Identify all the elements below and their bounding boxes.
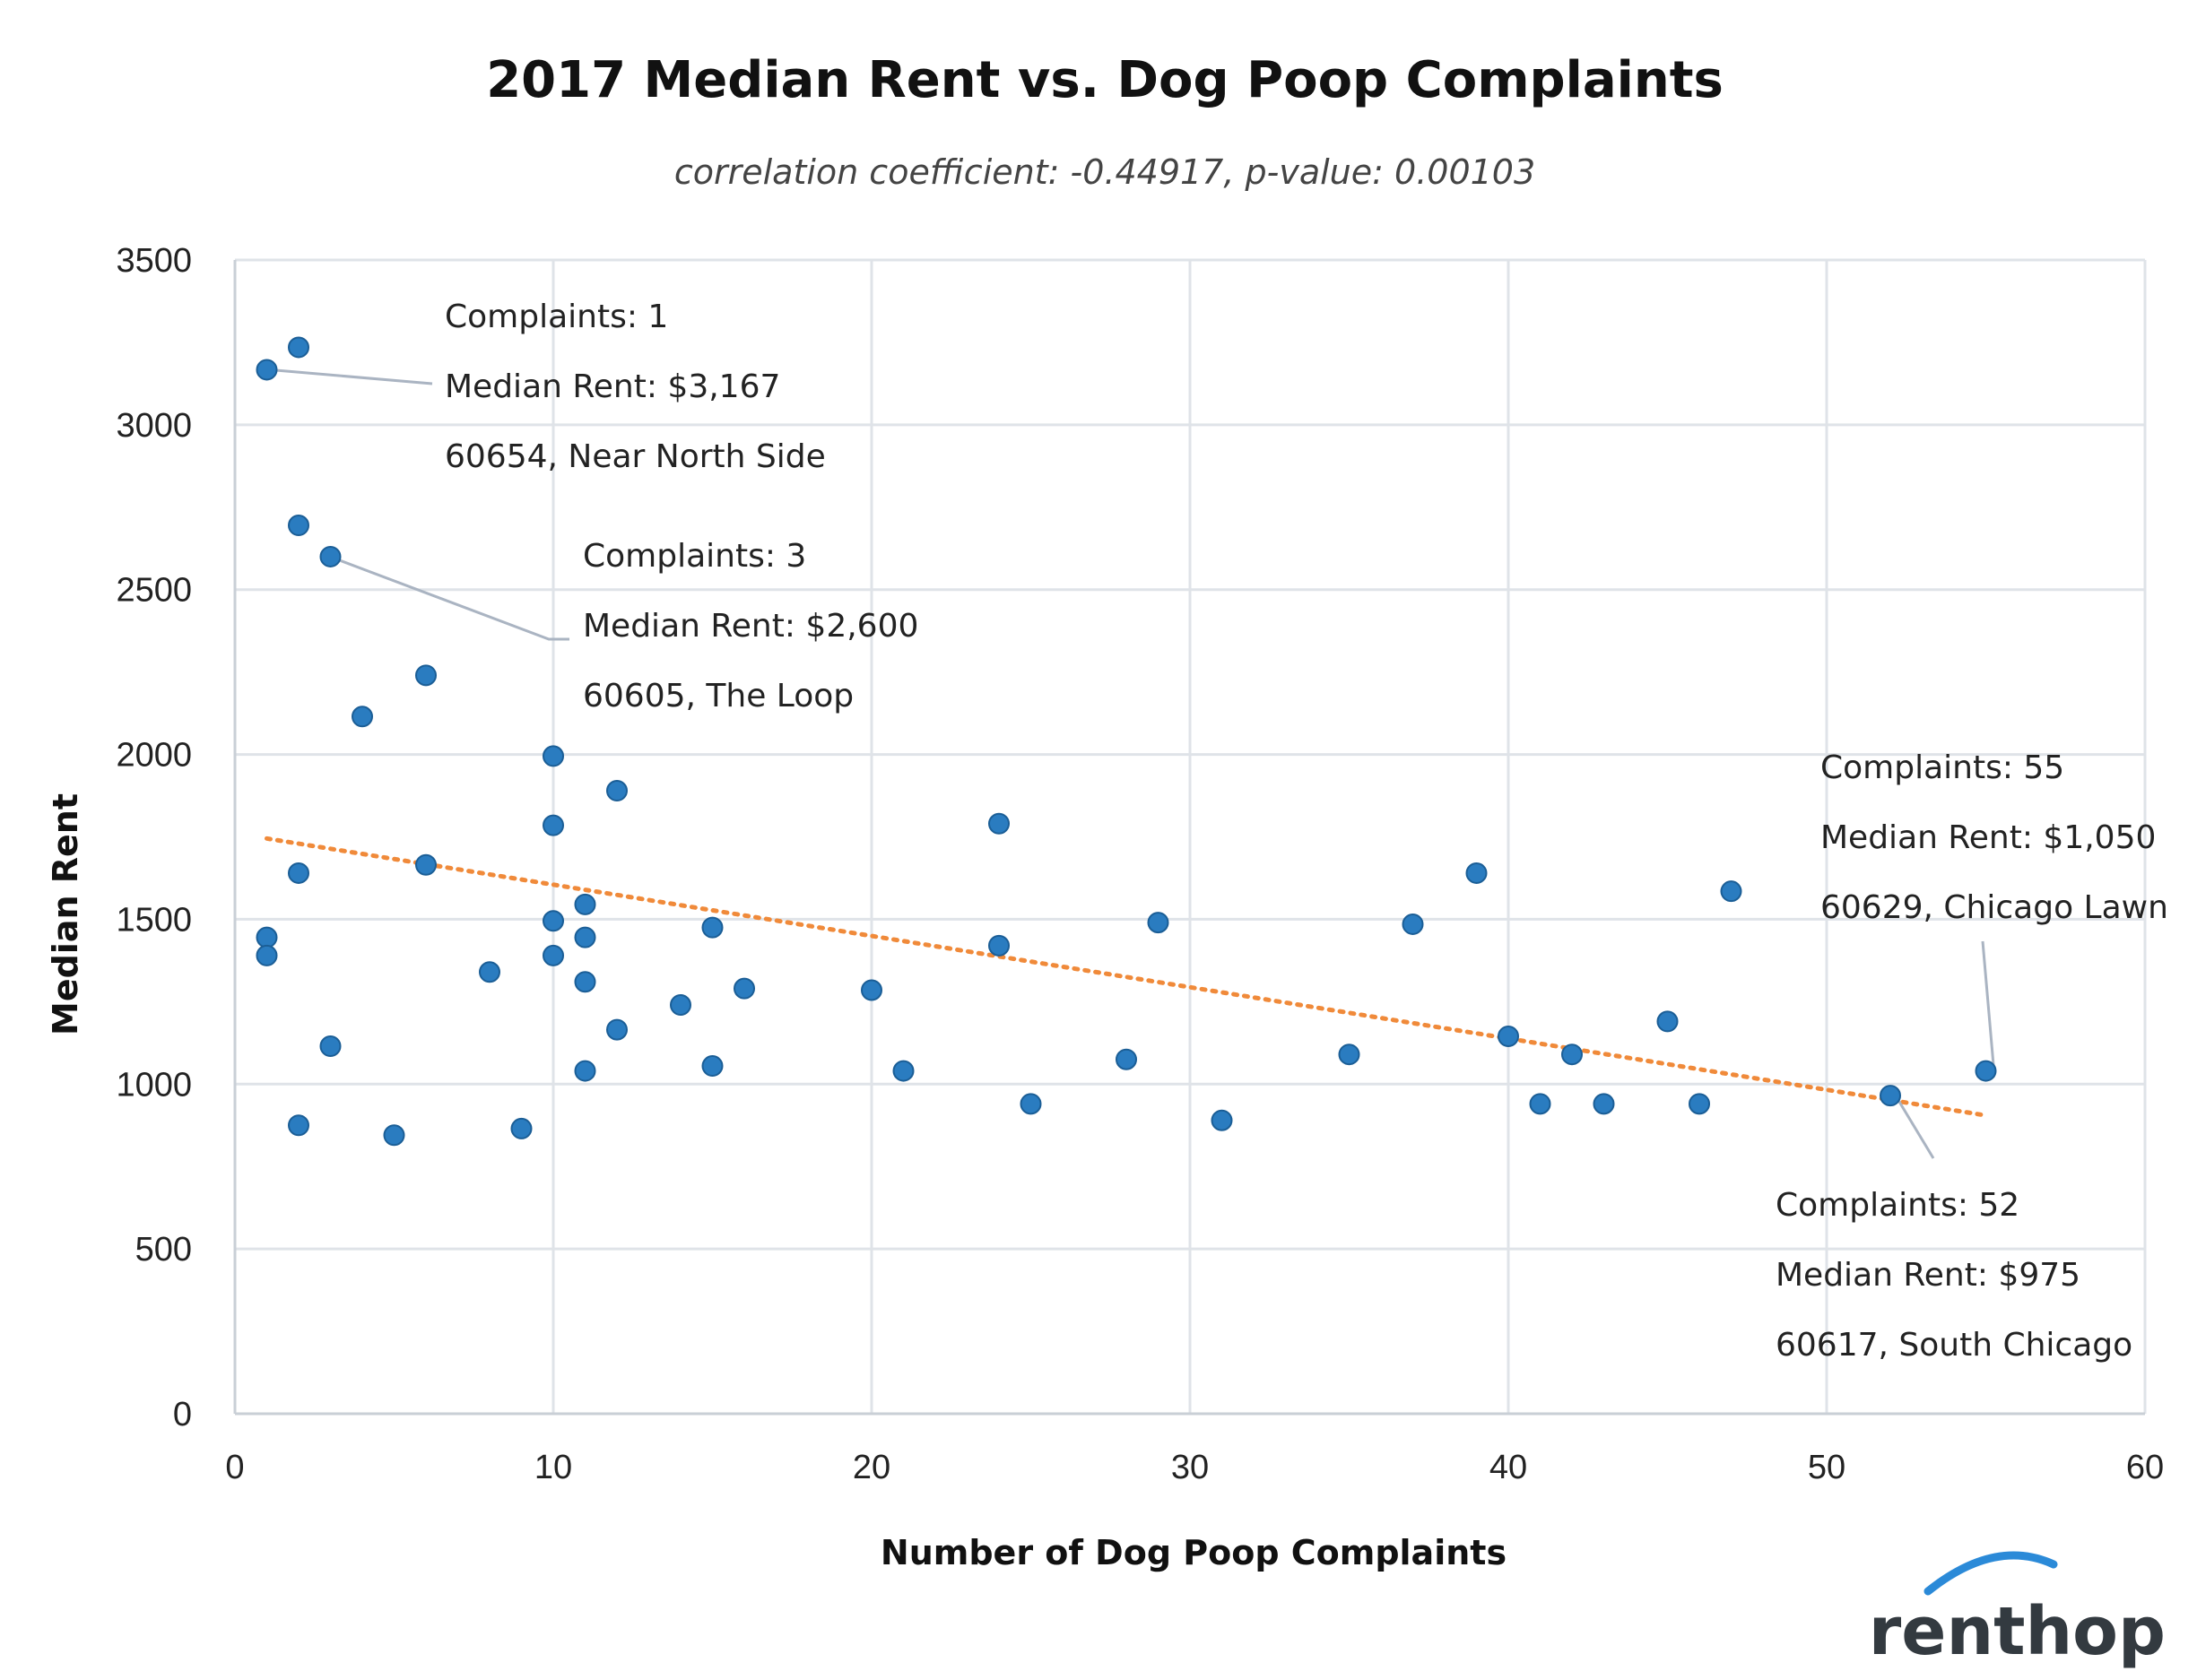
data-point bbox=[479, 961, 500, 983]
data-point bbox=[701, 1055, 724, 1078]
axes bbox=[233, 260, 2145, 1416]
data-point bbox=[543, 745, 564, 767]
data-point bbox=[352, 706, 373, 728]
x-tick-label: 60 bbox=[2126, 1449, 2164, 1486]
data-point bbox=[1211, 1109, 1233, 1131]
data-point bbox=[1338, 1044, 1360, 1066]
data-point bbox=[1465, 862, 1488, 884]
chart-title: 2017 Median Rent vs. Dog Poop Complaints bbox=[486, 51, 1724, 109]
annotation-text: 60629, Chicago Lawn bbox=[1820, 889, 2168, 926]
data-point bbox=[606, 780, 628, 802]
annotation-text: Median Rent: $975 bbox=[1776, 1257, 2080, 1294]
data-point bbox=[670, 994, 691, 1017]
annotation-text: 60617, South Chicago bbox=[1776, 1327, 2132, 1364]
y-tick-label: 0 bbox=[173, 1396, 192, 1433]
annotation-leader-line bbox=[1981, 940, 1995, 1066]
annotation-text: Complaints: 3 bbox=[583, 538, 806, 575]
x-tick-label: 0 bbox=[225, 1449, 244, 1486]
annotations: Complaints: 1 Median Rent: $3,167 60654, N… bbox=[445, 299, 2168, 1364]
trendline-group bbox=[265, 836, 1988, 1118]
data-point bbox=[288, 336, 309, 359]
x-tick-label: 20 bbox=[853, 1449, 890, 1486]
y-tick-label: 3000 bbox=[116, 407, 192, 445]
data-point bbox=[288, 515, 309, 537]
logo-arc-icon bbox=[1923, 1551, 2058, 1596]
annotation-text: Complaints: 52 bbox=[1776, 1187, 2019, 1224]
data-point bbox=[574, 926, 596, 948]
data-point bbox=[1147, 912, 1169, 934]
data-point bbox=[510, 1117, 533, 1139]
data-point bbox=[606, 1018, 628, 1041]
data-point bbox=[1402, 913, 1424, 935]
chart-subtitle: correlation coefficient: -0.44917, p-val… bbox=[674, 152, 1535, 192]
x-tick-label: 10 bbox=[534, 1449, 572, 1486]
data-point bbox=[288, 862, 309, 884]
y-tick-label: 2000 bbox=[116, 737, 192, 775]
data-point bbox=[1020, 1093, 1042, 1115]
data-point bbox=[988, 812, 1010, 835]
x-tick-label: 40 bbox=[1489, 1449, 1527, 1486]
data-point bbox=[1975, 1060, 1997, 1082]
data-point bbox=[701, 916, 724, 939]
y-axis-label: Median Rent bbox=[46, 793, 85, 1035]
data-point bbox=[861, 979, 882, 1001]
data-point bbox=[1116, 1048, 1137, 1070]
y-tick-label: 1000 bbox=[116, 1066, 192, 1104]
annotation-text: Median Rent: $3,167 bbox=[445, 368, 780, 405]
data-point bbox=[543, 944, 564, 966]
annotation-leader-line bbox=[265, 368, 433, 385]
data-point bbox=[574, 1060, 596, 1082]
data-point bbox=[988, 934, 1010, 957]
data-point bbox=[256, 944, 278, 966]
data-point bbox=[383, 1124, 405, 1147]
data-point bbox=[543, 814, 564, 836]
y-tick-label: 2500 bbox=[116, 572, 192, 610]
data-point bbox=[1561, 1044, 1583, 1066]
data-point bbox=[256, 926, 278, 948]
annotation-text: Complaints: 55 bbox=[1820, 749, 2064, 786]
y-tick-label: 3500 bbox=[116, 242, 192, 280]
x-tick-label: 30 bbox=[1171, 1449, 1209, 1486]
data-point bbox=[415, 664, 437, 687]
data-point bbox=[1498, 1025, 1519, 1047]
trendline bbox=[265, 836, 1988, 1118]
data-point bbox=[1720, 880, 1742, 903]
x-axis-label: Number of Dog Poop Complaints bbox=[881, 1533, 1507, 1572]
data-points bbox=[256, 336, 1997, 1147]
annotation-text: 60654, Near North Side bbox=[445, 438, 826, 475]
y-tick-label: 1500 bbox=[116, 901, 192, 939]
data-point bbox=[288, 1114, 309, 1137]
logo-text: renthop bbox=[1869, 1593, 2166, 1670]
annotation-text: Median Rent: $1,050 bbox=[1820, 819, 2156, 856]
annotation-leader-line bbox=[329, 555, 569, 641]
tick-labels: 0 10 20 30 40 50 60 0 500 1000 1500 2000 2500 3000 350… bbox=[116, 242, 2164, 1486]
x-tick-label: 50 bbox=[1808, 1449, 1845, 1486]
annotation-text: 60605, The Loop bbox=[583, 678, 854, 714]
renthop-logo: renthop bbox=[1869, 1551, 2166, 1670]
data-point bbox=[319, 545, 342, 567]
annotation-leader-line bbox=[1892, 1092, 1935, 1159]
annotation-text: Median Rent: $2,600 bbox=[583, 608, 918, 645]
data-point bbox=[734, 977, 755, 1000]
data-point bbox=[892, 1060, 915, 1082]
data-point bbox=[1529, 1093, 1551, 1115]
annotation-leaders bbox=[265, 368, 1995, 1159]
annotation-text: Complaints: 1 bbox=[445, 299, 668, 335]
data-point bbox=[1689, 1093, 1710, 1115]
data-point bbox=[543, 910, 564, 932]
data-point bbox=[1880, 1085, 1901, 1107]
data-point bbox=[319, 1035, 342, 1057]
y-tick-label: 500 bbox=[135, 1231, 192, 1269]
data-point bbox=[1656, 1010, 1679, 1033]
data-point bbox=[574, 971, 596, 993]
data-point bbox=[1593, 1093, 1615, 1115]
data-point bbox=[256, 359, 278, 381]
data-point bbox=[415, 853, 437, 876]
data-point bbox=[574, 893, 596, 915]
